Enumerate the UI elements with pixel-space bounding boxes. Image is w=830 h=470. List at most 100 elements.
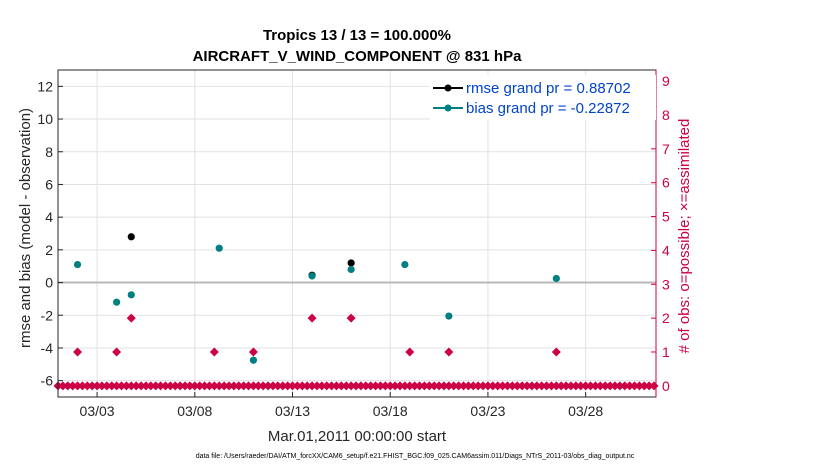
obs-zero-marker — [63, 381, 73, 391]
obs-zero-marker — [92, 381, 102, 391]
obs-zero-marker — [586, 381, 596, 391]
grid — [58, 70, 656, 397]
obs-zero-marker — [200, 381, 210, 391]
obs-zero-marker — [97, 381, 107, 391]
obs-zero-marker — [292, 381, 302, 391]
obs-zero-marker — [82, 381, 92, 391]
obs-zero-marker — [444, 381, 454, 391]
obs-zero-marker — [405, 381, 415, 391]
legend-rmse-marker — [444, 84, 452, 92]
obs-zero-marker — [288, 381, 298, 391]
obs-zero-marker — [356, 381, 366, 391]
obs-zero-marker — [634, 381, 644, 391]
obs-zero-marker — [224, 381, 234, 391]
data-file-footnote: data file: /Users/raeder/DAI/ATM_forcXX/… — [196, 453, 635, 460]
obs-zero-marker — [165, 381, 175, 391]
right-axis: 0 1 2 3 4 5 6 7 8 9 — [651, 70, 670, 397]
obs-zero-marker — [160, 381, 170, 391]
y-axis-label: rmse and bias (model - observation) — [17, 108, 34, 348]
y-right-tick-label: 8 — [662, 107, 670, 123]
obs-zero-marker — [327, 381, 337, 391]
obs-zero-marker — [439, 381, 449, 391]
obs-count-marker — [444, 347, 454, 357]
bias-point — [401, 260, 409, 269]
obs-zero-marker — [590, 381, 600, 391]
obs-zero-marker — [459, 381, 469, 391]
obs-zero-marker — [517, 381, 527, 391]
obs-zero-marker — [322, 381, 332, 391]
obs-zero-marker — [190, 381, 200, 391]
obs-count-marker — [112, 347, 122, 357]
obs-zero-marker — [131, 381, 141, 391]
obs-zero-marker — [537, 381, 547, 391]
obs-zero-marker — [615, 381, 625, 391]
obs-zero-marker — [595, 381, 605, 391]
obs-zero-marker — [102, 381, 112, 391]
obs-zero-marker — [498, 381, 508, 391]
obs-count-marker — [551, 347, 561, 357]
obs-count-marker — [73, 347, 83, 357]
bias-point — [127, 291, 135, 299]
obs-zero-marker — [542, 381, 552, 391]
obs-zero-marker — [527, 381, 537, 391]
obs-count-marker — [209, 347, 219, 357]
obs-zero-marker — [400, 381, 410, 391]
obs-zero-marker — [180, 381, 190, 391]
obs-zero-marker — [107, 381, 117, 391]
chart-title-line2: AIRCRAFT_V_WIND_COMPONENT @ 831 hPa — [193, 48, 523, 65]
obs-zero-marker — [468, 381, 478, 391]
obs-zero-marker — [341, 381, 351, 391]
obs-zero-marker — [454, 381, 464, 391]
obs-zero-marker — [395, 381, 405, 391]
obs-zero-marker — [625, 381, 635, 391]
obs-zero-marker — [630, 381, 640, 391]
y-axis-label-right: # of obs: o=possible; ×=assimilated — [676, 119, 693, 354]
obs-zero-marker — [117, 381, 127, 391]
rmse-point — [127, 233, 135, 241]
x-tick-label: 03/28 — [568, 403, 603, 419]
obs-zero-marker — [576, 381, 586, 391]
obs-zero-marker — [336, 381, 346, 391]
obs-zero-marker — [302, 381, 312, 391]
obs-zero-marker — [449, 381, 459, 391]
obs-zero-marker — [307, 381, 317, 391]
obs-zero-marker — [195, 381, 205, 391]
obs-zero-marker — [415, 381, 425, 391]
bias-point — [445, 312, 453, 320]
obs-zero-marker — [546, 381, 556, 391]
obs-zero-marker — [429, 381, 439, 391]
obs-zero-marker — [566, 381, 576, 391]
obs-zero-marker — [561, 381, 571, 391]
y-tick-label: 2 — [45, 242, 53, 258]
obs-count-marker — [248, 347, 258, 357]
obs-zero-marker — [68, 381, 78, 391]
obs-zero-marker — [258, 381, 268, 391]
rmse-point — [347, 259, 355, 267]
y-tick-label: 12 — [37, 78, 53, 94]
obs-zero-marker — [419, 381, 429, 391]
obs-zero-marker — [644, 381, 654, 391]
obs-count-markers — [53, 313, 659, 391]
x-tick-label: 03/13 — [275, 403, 310, 419]
y-tick-label: 10 — [37, 111, 53, 127]
y-right-tick-label: 9 — [662, 73, 670, 89]
obs-zero-marker — [366, 381, 376, 391]
obs-count-marker — [405, 347, 415, 357]
obs-zero-marker — [380, 381, 390, 391]
obs-zero-marker — [361, 381, 371, 391]
obs-zero-marker — [87, 381, 97, 391]
obs-zero-marker — [283, 381, 293, 391]
y-tick-label: -2 — [41, 307, 54, 323]
bias-point — [552, 274, 560, 283]
obs-zero-marker — [151, 381, 161, 391]
bias-point — [249, 356, 258, 364]
obs-zero-marker — [239, 381, 249, 391]
y-right-tick-label: 0 — [662, 378, 670, 394]
obs-zero-marker — [146, 381, 156, 391]
obs-count-marker — [346, 313, 356, 323]
obs-count-marker — [126, 313, 136, 323]
x-tick-label: 03/03 — [80, 403, 115, 419]
y-right-tick-label: 3 — [662, 276, 670, 292]
bias-point — [73, 260, 82, 269]
obs-zero-marker — [610, 381, 620, 391]
